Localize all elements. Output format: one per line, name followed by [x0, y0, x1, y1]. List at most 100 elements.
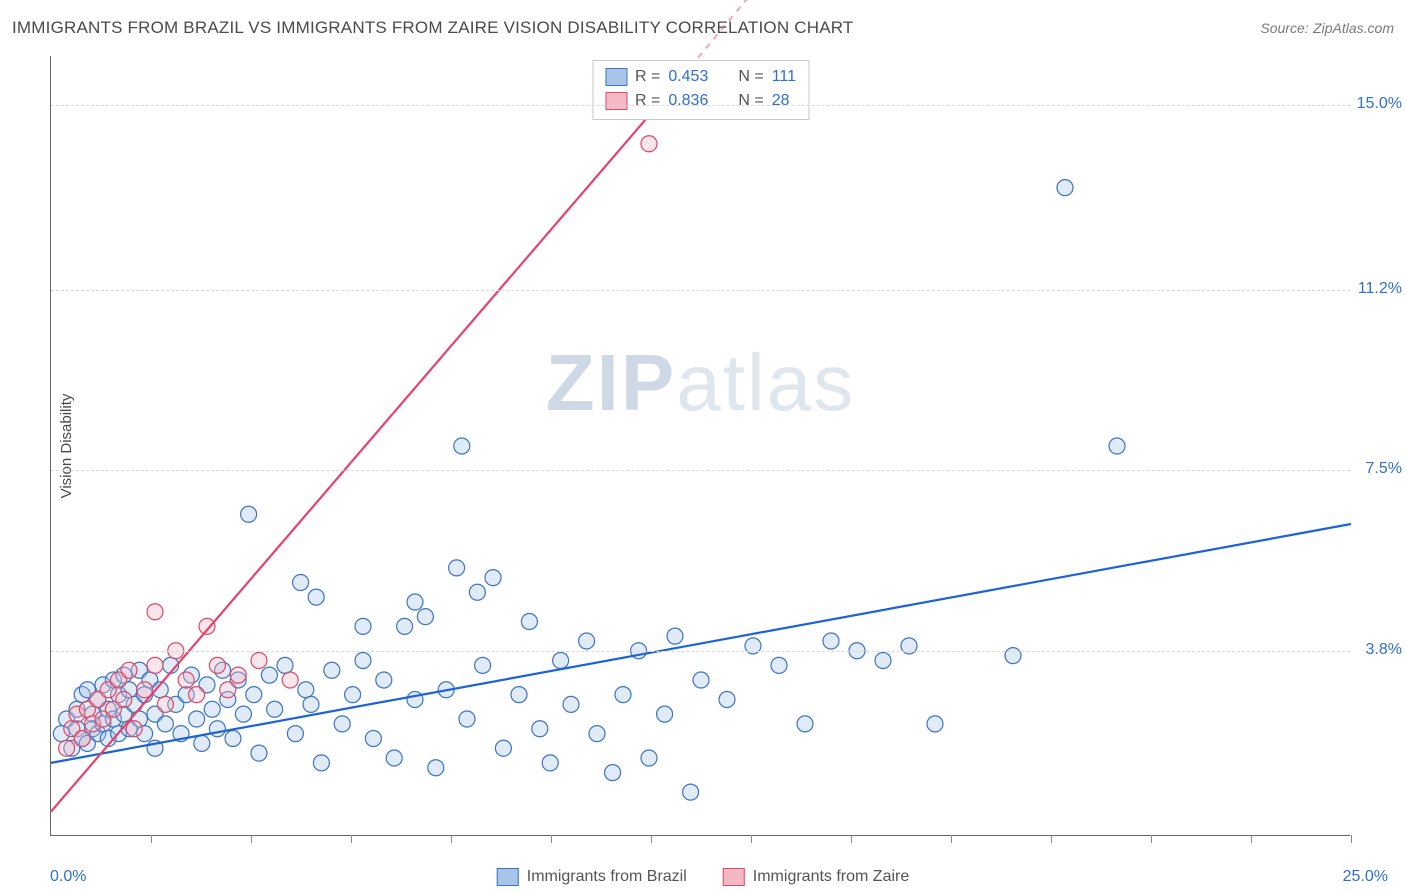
data-point — [407, 594, 423, 610]
x-tick — [551, 835, 552, 843]
data-point — [485, 570, 501, 586]
data-point — [230, 667, 246, 683]
data-point — [771, 657, 787, 673]
stat-n-value: 28 — [772, 89, 790, 113]
data-point — [282, 672, 298, 688]
data-point — [345, 687, 361, 703]
data-point — [74, 731, 90, 747]
data-point — [126, 721, 142, 737]
data-point — [875, 653, 891, 669]
data-point — [189, 711, 205, 727]
data-point — [251, 745, 267, 761]
x-tick — [651, 835, 652, 843]
data-point — [235, 706, 251, 722]
data-point — [147, 657, 163, 673]
data-point — [157, 716, 173, 732]
series-legend-item: Immigrants from Zaire — [723, 868, 909, 886]
data-point — [365, 731, 381, 747]
data-point — [241, 506, 257, 522]
legend-swatch — [605, 92, 627, 110]
data-point — [220, 682, 236, 698]
plot-svg — [51, 56, 1350, 835]
data-point — [657, 706, 673, 722]
series-name: Immigrants from Zaire — [753, 868, 909, 886]
data-point — [178, 672, 194, 688]
x-tick — [1151, 835, 1152, 843]
data-point — [277, 657, 293, 673]
data-point — [1109, 438, 1125, 454]
gridline-h — [51, 470, 1350, 471]
data-point — [376, 672, 392, 688]
source: Source: ZipAtlas.com — [1260, 20, 1394, 38]
y-tick-label: 11.2% — [1358, 280, 1402, 298]
chart-area: ZIPatlas R =0.453N =111R =0.836N =28 3.8… — [50, 56, 1350, 836]
data-point — [313, 755, 329, 771]
x-max-label: 25.0% — [1343, 868, 1388, 886]
data-point — [667, 628, 683, 644]
data-point — [246, 687, 262, 703]
data-point — [542, 755, 558, 771]
regression-line — [51, 524, 1351, 763]
x-tick — [951, 835, 952, 843]
data-point — [797, 716, 813, 732]
data-point — [261, 667, 277, 683]
data-point — [298, 682, 314, 698]
data-point — [823, 633, 839, 649]
data-point — [251, 653, 267, 669]
data-point — [511, 687, 527, 703]
source-label: Source: — [1260, 20, 1308, 36]
data-point — [225, 731, 241, 747]
stat-r-value: 0.836 — [668, 89, 708, 113]
title-bar: IMMIGRANTS FROM BRAZIL VS IMMIGRANTS FRO… — [12, 18, 1394, 38]
data-point — [521, 614, 537, 630]
data-point — [428, 760, 444, 776]
y-tick-label: 15.0% — [1357, 95, 1402, 113]
data-point — [209, 657, 225, 673]
regression-line — [51, 85, 675, 811]
x-min-label: 0.0% — [50, 868, 86, 886]
data-point — [397, 618, 413, 634]
y-tick-label: 3.8% — [1366, 641, 1402, 659]
data-point — [475, 657, 491, 673]
legend-swatch — [723, 868, 745, 886]
stat-r-value: 0.453 — [668, 65, 708, 89]
gridline-h — [51, 105, 1350, 106]
data-point — [579, 633, 595, 649]
data-point — [293, 575, 309, 591]
x-tick — [1351, 835, 1352, 843]
gridline-h — [51, 290, 1350, 291]
stats-legend: R =0.453N =111R =0.836N =28 — [592, 60, 809, 120]
data-point — [459, 711, 475, 727]
data-point — [532, 721, 548, 737]
x-tick — [1051, 835, 1052, 843]
data-point — [355, 618, 371, 634]
data-point — [59, 740, 75, 756]
data-point — [641, 750, 657, 766]
data-point — [495, 740, 511, 756]
data-point — [116, 692, 132, 708]
data-point — [147, 604, 163, 620]
series-name: Immigrants from Brazil — [527, 868, 687, 886]
y-tick-label: 7.5% — [1366, 460, 1402, 478]
data-point — [563, 696, 579, 712]
stat-n-label: N = — [738, 65, 763, 89]
data-point — [204, 701, 220, 717]
data-point — [449, 560, 465, 576]
x-tick — [151, 835, 152, 843]
source-name: ZipAtlas.com — [1313, 20, 1394, 36]
x-tick — [851, 835, 852, 843]
data-point — [683, 784, 699, 800]
chart-title: IMMIGRANTS FROM BRAZIL VS IMMIGRANTS FRO… — [12, 18, 854, 38]
data-point — [308, 589, 324, 605]
legend-swatch — [497, 868, 519, 886]
gridline-h — [51, 651, 1350, 652]
data-point — [589, 726, 605, 742]
x-tick — [251, 835, 252, 843]
data-point — [303, 696, 319, 712]
data-point — [157, 696, 173, 712]
stat-n-value: 111 — [772, 65, 796, 89]
data-point — [334, 716, 350, 732]
x-tick — [351, 835, 352, 843]
stat-r-label: R = — [635, 89, 660, 113]
data-point — [194, 735, 210, 751]
